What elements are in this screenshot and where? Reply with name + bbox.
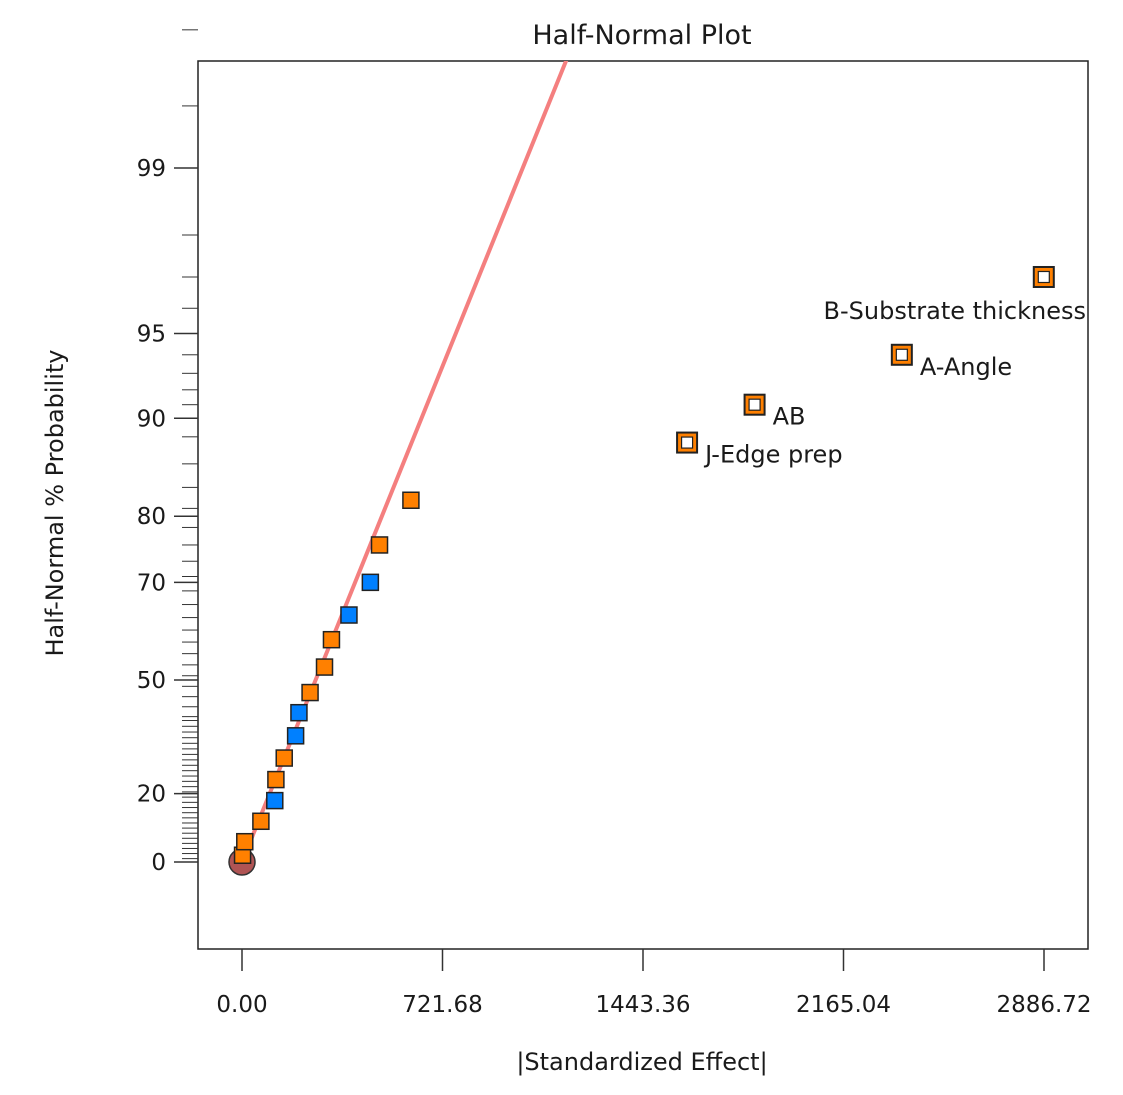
x-tick-label: 2886.72 (996, 992, 1091, 1018)
effect-point (267, 770, 285, 789)
x-axis-label: |Standardized Effect| (516, 1048, 767, 1076)
x-tick-label: 1443.36 (595, 992, 690, 1018)
effect-point (322, 630, 341, 649)
effect-point (266, 791, 284, 810)
effect-point (290, 703, 308, 722)
y-tick-label: 99 (137, 156, 166, 182)
effect-point (286, 727, 305, 745)
effect-point (370, 536, 389, 554)
plot-area: 0 20 50 70 80 90 95 99 0.00 721.68 1443.36 2165.04 2… (137, 29, 1092, 1018)
selected-effect-point-inner (1037, 270, 1050, 284)
point-label: AB (773, 403, 806, 431)
effect-point (361, 573, 380, 592)
y-tick-label: 20 (137, 782, 166, 808)
effect-point (340, 606, 358, 624)
y-tick-label: 50 (137, 668, 166, 694)
chart-title: Half-Normal Plot (532, 20, 751, 51)
effect-point (402, 491, 420, 510)
x-tick-label: 0.00 (216, 992, 267, 1018)
selected-effect-point-inner (680, 436, 694, 449)
effect-point (252, 812, 270, 831)
point-label: B-Substrate thickness (824, 297, 1086, 325)
selected-effect-point-inner (895, 348, 908, 361)
y-tick-label: 80 (137, 504, 166, 530)
effect-point (275, 749, 293, 767)
y-tick-label: 90 (137, 406, 166, 432)
y-tick-label: 0 (151, 850, 166, 876)
y-axis-label: Half-Normal % Probability (41, 350, 69, 657)
point-label: A-Angle (920, 353, 1012, 381)
y-tick-label: 70 (137, 570, 166, 596)
selected-effect-point-inner (748, 398, 761, 411)
y-tick-label: 95 (137, 321, 166, 347)
effect-point (301, 683, 319, 702)
effect-point (236, 832, 254, 851)
effect-point (315, 658, 334, 676)
point-label: J-Edge prep (703, 441, 842, 469)
x-tick-label: 721.68 (402, 992, 482, 1018)
x-tick-label: 2165.04 (796, 992, 891, 1018)
